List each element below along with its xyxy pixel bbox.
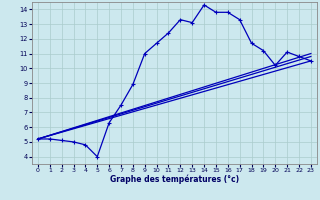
X-axis label: Graphe des températures (°c): Graphe des températures (°c) [110,175,239,184]
